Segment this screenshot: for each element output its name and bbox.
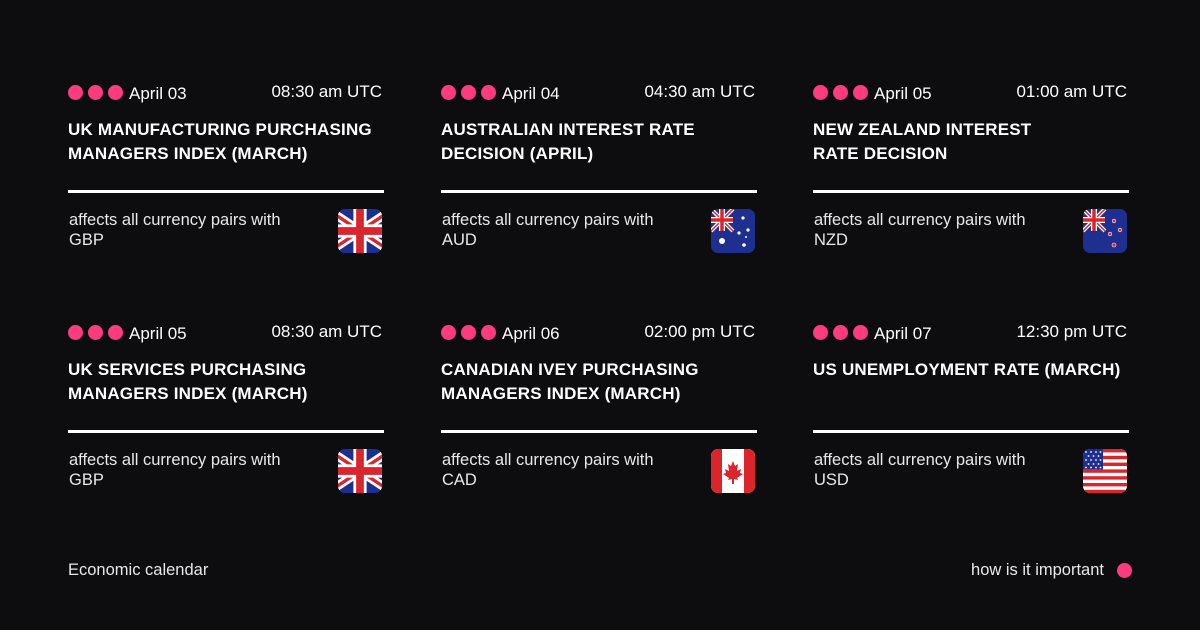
event-title: AUSTRALIAN INTEREST RATE DECISION (APRIL…: [441, 120, 695, 163]
importance-dots: [441, 85, 501, 101]
importance-dot: [853, 85, 868, 100]
event-title: UK SERVICES PURCHASING MANAGERS INDEX (M…: [68, 360, 308, 403]
importance-dots: [813, 85, 873, 101]
event-date: April 06: [502, 324, 560, 343]
event-affects: affects all currency pairs with USD: [814, 451, 1026, 489]
uk-flag-icon: [338, 449, 382, 493]
importance-dot: [108, 325, 123, 340]
event-card-2: April 04 04:30 am UTC AUSTRALIAN INTERES…: [441, 78, 757, 253]
importance-dot: [88, 325, 103, 340]
event-date: April 03: [129, 84, 187, 103]
divider: [813, 430, 1129, 433]
importance-dot: [461, 85, 476, 100]
event-time: 12:30 pm UTC: [1016, 322, 1127, 341]
importance-dot: [833, 325, 848, 340]
importance-dot: [813, 325, 828, 340]
event-time: 08:30 am UTC: [271, 82, 382, 101]
importance-dot: [68, 325, 83, 340]
footer-title: Economic calendar: [68, 561, 209, 579]
event-time: 02:00 pm UTC: [644, 322, 755, 341]
us-flag-icon: [1083, 449, 1127, 493]
importance-dot: [68, 85, 83, 100]
event-card-4: April 05 08:30 am UTC UK SERVICES PURCHA…: [68, 318, 384, 493]
event-affects: affects all currency pairs with GBP: [69, 451, 281, 489]
event-time: 04:30 am UTC: [644, 82, 755, 101]
event-card-6: April 07 12:30 pm UTC US UNEMPLOYMENT RA…: [813, 318, 1129, 493]
event-date: April 05: [874, 84, 932, 103]
importance-dot: [481, 85, 496, 100]
event-time: 08:30 am UTC: [271, 322, 382, 341]
event-title: NEW ZEALAND INTEREST RATE DECISION: [813, 120, 1032, 163]
importance-dot: [441, 85, 456, 100]
importance-dots: [813, 325, 873, 341]
event-time: 01:00 am UTC: [1016, 82, 1127, 101]
importance-dot: [108, 85, 123, 100]
importance-dot: [461, 325, 476, 340]
importance-dot: [813, 85, 828, 100]
event-card-1: April 03 08:30 am UTC UK MANUFACTURING P…: [68, 78, 384, 253]
importance-dot: [441, 325, 456, 340]
event-affects: affects all currency pairs with NZD: [814, 211, 1026, 249]
event-title: UK MANUFACTURING PURCHASING MANAGERS IND…: [68, 120, 372, 163]
event-card-3: April 05 01:00 am UTC NEW ZEALAND INTERE…: [813, 78, 1129, 253]
event-date: April 05: [129, 324, 187, 343]
new-zealand-flag-icon: [1083, 209, 1127, 253]
importance-legend-label: how is it important: [971, 561, 1104, 579]
australia-flag-icon: [711, 209, 755, 253]
importance-legend-dot: [1117, 563, 1132, 578]
event-affects: affects all currency pairs with AUD: [442, 211, 654, 249]
divider: [68, 430, 384, 433]
event-date: April 07: [874, 324, 932, 343]
uk-flag-icon: [338, 209, 382, 253]
importance-dots: [441, 325, 501, 341]
importance-dots: [68, 85, 128, 101]
divider: [813, 190, 1129, 193]
importance-dot: [88, 85, 103, 100]
event-affects: affects all currency pairs with CAD: [442, 451, 654, 489]
importance-dot: [833, 85, 848, 100]
divider: [441, 190, 757, 193]
divider: [441, 430, 757, 433]
event-date: April 04: [502, 84, 560, 103]
importance-dots: [68, 325, 128, 341]
event-card-5: April 06 02:00 pm UTC CANADIAN IVEY PURC…: [441, 318, 757, 493]
importance-dot: [481, 325, 496, 340]
importance-dot: [853, 325, 868, 340]
divider: [68, 190, 384, 193]
event-affects: affects all currency pairs with GBP: [69, 211, 281, 249]
event-title: US UNEMPLOYMENT RATE (MARCH): [813, 360, 1121, 379]
canada-flag-icon: [711, 449, 755, 493]
event-title: CANADIAN IVEY PURCHASING MANAGERS INDEX …: [441, 360, 699, 403]
